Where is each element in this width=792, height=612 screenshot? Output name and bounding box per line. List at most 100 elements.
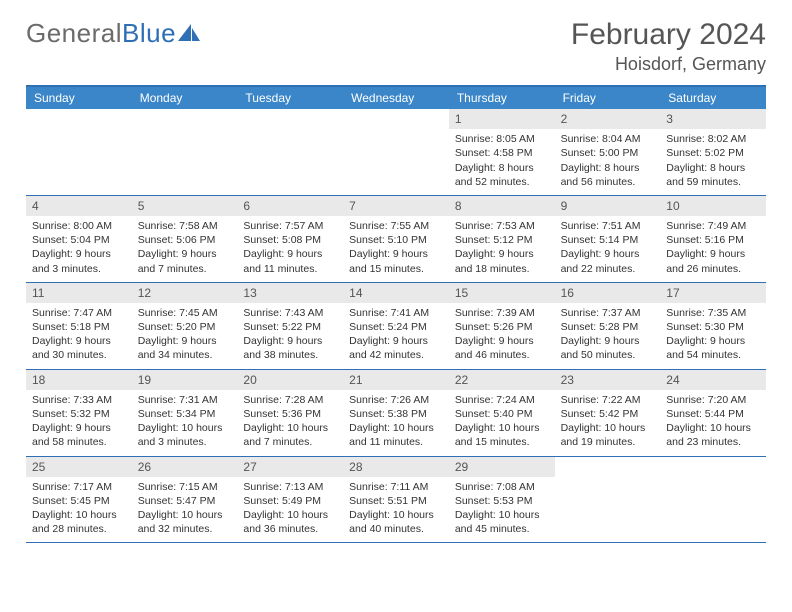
sunset-line: Sunset: 5:47 PM [138,494,232,508]
daylight-line: Daylight: 10 hours [455,508,549,522]
daylight-line: and 7 minutes. [243,435,337,449]
day-number-bar: 20 [237,370,343,390]
daylight-line: Daylight: 9 hours [666,247,760,261]
day-cell: 8 Sunrise: 7:53 AMSunset: 5:12 PMDaylight… [449,196,555,282]
day-number-bar: 8 [449,196,555,216]
sunrise-line: Sunrise: 8:04 AM [561,132,655,146]
day-text: Sunrise: 8:02 AMSunset: 5:02 PMDaylight:… [660,132,766,189]
daylight-line: Daylight: 9 hours [666,334,760,348]
daylight-line: Daylight: 9 hours [561,247,655,261]
daylight-line: and 19 minutes. [561,435,655,449]
day-cell: 9Sunrise: 7:51 AMSunset: 5:14 PMDaylight… [555,196,661,282]
day-cell: 1Sunrise: 8:05 AMSunset: 4:58 PMDaylight… [449,109,555,195]
day-text: Sunrise: 7:53 AMSunset: 5:12 PMDaylight:… [449,219,555,276]
daylight-line: and 38 minutes. [243,348,337,362]
weekday-header-row: Sunday Monday Tuesday Wednesday Thursday… [26,87,766,109]
sunrise-line: Sunrise: 7:11 AM [349,480,443,494]
sunset-line: Sunset: 4:58 PM [455,146,549,160]
daylight-line: and 59 minutes. [666,175,760,189]
daylight-line: Daylight: 10 hours [243,421,337,435]
sunrise-line: Sunrise: 7:20 AM [666,393,760,407]
day-cell: 27Sunrise: 7:13 AMSunset: 5:49 PMDayligh… [237,457,343,543]
daylight-line: and 58 minutes. [32,435,126,449]
sunset-line: Sunset: 5:00 PM [561,146,655,160]
sunrise-line: Sunrise: 7:45 AM [138,306,232,320]
daylight-line: and 50 minutes. [561,348,655,362]
sunset-line: Sunset: 5:38 PM [349,407,443,421]
daylight-line: Daylight: 10 hours [349,421,443,435]
day-text: Sunrise: 7:41 AMSunset: 5:24 PMDaylight:… [343,306,449,363]
month-title: February 2024 [571,18,766,52]
day-cell: 26Sunrise: 7:15 AMSunset: 5:47 PMDayligh… [132,457,238,543]
day-text: Sunrise: 7:47 AMSunset: 5:18 PMDaylight:… [26,306,132,363]
daylight-line: and 3 minutes. [138,435,232,449]
daylight-line: Daylight: 9 hours [349,247,443,261]
daylight-line: Daylight: 8 hours [561,161,655,175]
header-row: GeneralBlue February 2024 Hoisdorf, Germ… [26,18,766,75]
day-cell: 5 Sunrise: 7:58 AMSunset: 5:06 PMDaylight… [132,196,238,282]
sunrise-line: Sunrise: 7:15 AM [138,480,232,494]
sunrise-line: Sunrise: 7:51 AM [561,219,655,233]
daylight-line: Daylight: 10 hours [666,421,760,435]
day-number-bar: 5 [132,196,238,216]
daylight-line: and 54 minutes. [666,348,760,362]
day-cell: 20Sunrise: 7:28 AMSunset: 5:36 PMDayligh… [237,370,343,456]
day-number-bar: 15 [449,283,555,303]
day-cell: 3Sunrise: 8:02 AMSunset: 5:02 PMDaylight… [660,109,766,195]
weekday-wednesday: Wednesday [343,87,449,109]
sunset-line: Sunset: 5:04 PM [32,233,126,247]
daylight-line: and 15 minutes. [455,435,549,449]
day-number-bar: 22 [449,370,555,390]
day-number-bar: 25 [26,457,132,477]
sunset-line: Sunset: 5:08 PM [243,233,337,247]
day-text: Sunrise: 7:58 AMSunset: 5:06 PMDaylight:… [132,219,238,276]
day-text: Sunrise: 7:20 AMSunset: 5:44 PMDaylight:… [660,393,766,450]
sunset-line: Sunset: 5:51 PM [349,494,443,508]
sunset-line: Sunset: 5:02 PM [666,146,760,160]
day-number-bar: 2 [555,109,661,129]
weekday-friday: Friday [555,87,661,109]
day-text: Sunrise: 7:43 AMSunset: 5:22 PMDaylight:… [237,306,343,363]
day-text: Sunrise: 7:15 AMSunset: 5:47 PMDaylight:… [132,480,238,537]
sunset-line: Sunset: 5:30 PM [666,320,760,334]
day-text: Sunrise: 7:11 AMSunset: 5:51 PMDaylight:… [343,480,449,537]
sunset-line: Sunset: 5:14 PM [561,233,655,247]
day-text: Sunrise: 7:17 AMSunset: 5:45 PMDaylight:… [26,480,132,537]
day-number-bar: 10 [660,196,766,216]
day-number-bar: 7 [343,196,449,216]
daylight-line: Daylight: 9 hours [138,334,232,348]
sunset-line: Sunset: 5:18 PM [32,320,126,334]
sunset-line: Sunset: 5:32 PM [32,407,126,421]
day-cell-empty [26,109,132,195]
day-number-bar: 18 [26,370,132,390]
sunrise-line: Sunrise: 8:02 AM [666,132,760,146]
daylight-line: Daylight: 10 hours [349,508,443,522]
sunset-line: Sunset: 5:34 PM [138,407,232,421]
day-text: Sunrise: 7:57 AMSunset: 5:08 PMDaylight:… [237,219,343,276]
day-cell: 14Sunrise: 7:41 AMSunset: 5:24 PMDayligh… [343,283,449,369]
sunrise-line: Sunrise: 7:47 AM [32,306,126,320]
sunrise-line: Sunrise: 7:41 AM [349,306,443,320]
daylight-line: and 40 minutes. [349,522,443,536]
sunrise-line: Sunrise: 7:53 AM [455,219,549,233]
daylight-line: and 15 minutes. [349,262,443,276]
sunset-line: Sunset: 5:16 PM [666,233,760,247]
logo-sail-icon [178,24,200,42]
day-cell: 25 Sunrise: 7:17 AMSunset: 5:45 PMDayligh… [26,457,132,543]
location-label: Hoisdorf, Germany [571,54,766,75]
sunset-line: Sunset: 5:40 PM [455,407,549,421]
calendar-table: Sunday Monday Tuesday Wednesday Thursday… [26,85,766,543]
day-cell: 28Sunrise: 7:11 AMSunset: 5:51 PMDayligh… [343,457,449,543]
daylight-line: and 11 minutes. [243,262,337,276]
daylight-line: Daylight: 9 hours [349,334,443,348]
daylight-line: and 22 minutes. [561,262,655,276]
daylight-line: Daylight: 10 hours [243,508,337,522]
sunrise-line: Sunrise: 7:37 AM [561,306,655,320]
day-cell-empty [237,109,343,195]
week-row: 18Sunrise: 7:33 AMSunset: 5:32 PMDayligh… [26,370,766,457]
day-text: Sunrise: 7:35 AMSunset: 5:30 PMDaylight:… [660,306,766,363]
day-number-bar: 11 [26,283,132,303]
sunrise-line: Sunrise: 7:49 AM [666,219,760,233]
daylight-line: Daylight: 9 hours [32,334,126,348]
sunset-line: Sunset: 5:12 PM [455,233,549,247]
